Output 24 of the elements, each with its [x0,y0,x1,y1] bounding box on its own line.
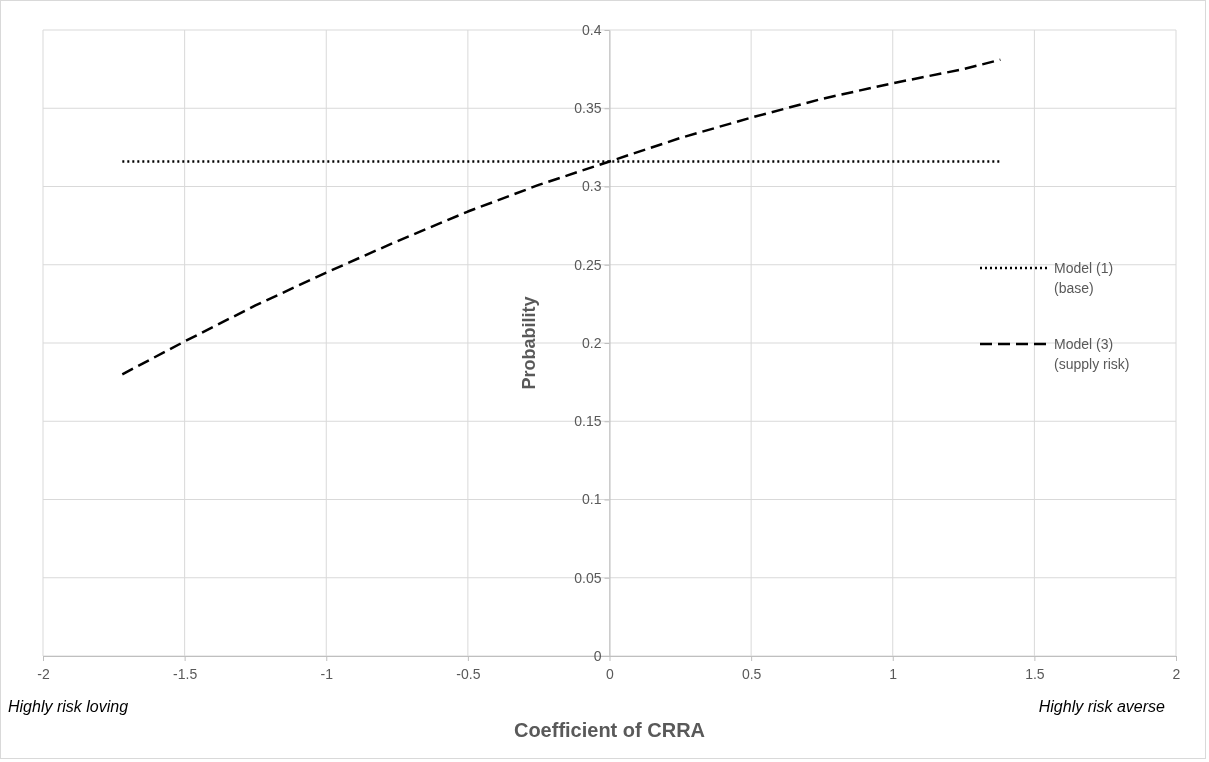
legend-label: Model (3) (supply risk) [1054,336,1130,372]
y-tick-label: 0.1 [582,491,602,508]
y-tick-label: 0.3 [582,178,602,195]
x-tick-label: -0.5 [456,666,481,683]
y-tick-label: 0.05 [574,569,602,586]
text: Highly risk loving [8,698,129,715]
y-tick-label: 0.4 [582,21,602,38]
x-tick-label: 1.5 [1025,666,1045,683]
legend-label: Model (1) (base) [1054,260,1114,296]
x-tick-label: 1 [889,666,898,683]
y-axis-title: Probability [518,296,539,390]
x-tick-label: 0 [606,666,615,683]
x-tick-label: 0.5 [741,666,762,683]
y-tick-label: 0.2 [582,334,602,351]
x-tick-label: 2 [1172,666,1181,683]
x-tick-label: -2 [37,666,50,683]
y-tick-label: 0.15 [574,413,602,430]
x-tick-label: -1 [320,666,334,683]
y-tick-label: 0 [593,647,602,664]
y-tick-label: 0.35 [574,100,602,117]
x-axis-title: Coefficient of CRRA [513,719,706,741]
y-tick-label: 0.25 [574,256,602,273]
x-tick-label: -1.5 [173,666,198,683]
text: Highly risk averse [1038,698,1166,715]
